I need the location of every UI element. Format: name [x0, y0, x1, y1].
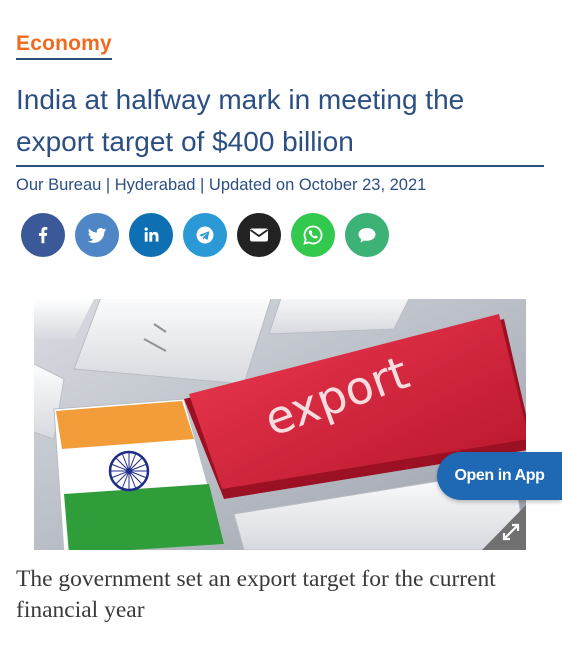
open-in-app-button[interactable]: Open in App	[437, 452, 562, 500]
keyboard-export-illustration: export	[34, 299, 526, 550]
linkedin-icon	[144, 227, 159, 242]
article-image[interactable]: export	[34, 299, 526, 550]
expand-icon	[482, 505, 526, 550]
share-twitter-button[interactable]	[75, 213, 119, 257]
export-key: export	[184, 314, 526, 499]
telegram-icon	[196, 226, 214, 244]
category-label[interactable]: Economy	[16, 32, 112, 60]
share-email-button[interactable]	[237, 213, 281, 257]
india-flag-key	[53, 398, 225, 550]
envelope-icon	[249, 228, 269, 242]
comment-icon	[358, 228, 376, 243]
keyboard-key	[34, 299, 94, 339]
expand-image-button[interactable]	[452, 505, 526, 550]
share-comment-button[interactable]	[345, 213, 389, 257]
twitter-icon	[87, 227, 107, 243]
share-telegram-button[interactable]	[183, 213, 227, 257]
article-headline: India at halfway mark in meeting the exp…	[16, 79, 544, 167]
keyboard-key	[268, 299, 410, 335]
whatsapp-icon	[303, 225, 323, 245]
keyboard-key	[73, 299, 272, 385]
share-linkedin-button[interactable]	[129, 213, 173, 257]
article-byline: Our Bureau | Hyderabad | Updated on Octo…	[16, 176, 427, 194]
image-caption: The government set an export target for …	[16, 566, 496, 623]
facebook-icon	[38, 227, 48, 244]
share-bar	[21, 213, 389, 257]
share-whatsapp-button[interactable]	[291, 213, 335, 257]
share-facebook-button[interactable]	[21, 213, 65, 257]
